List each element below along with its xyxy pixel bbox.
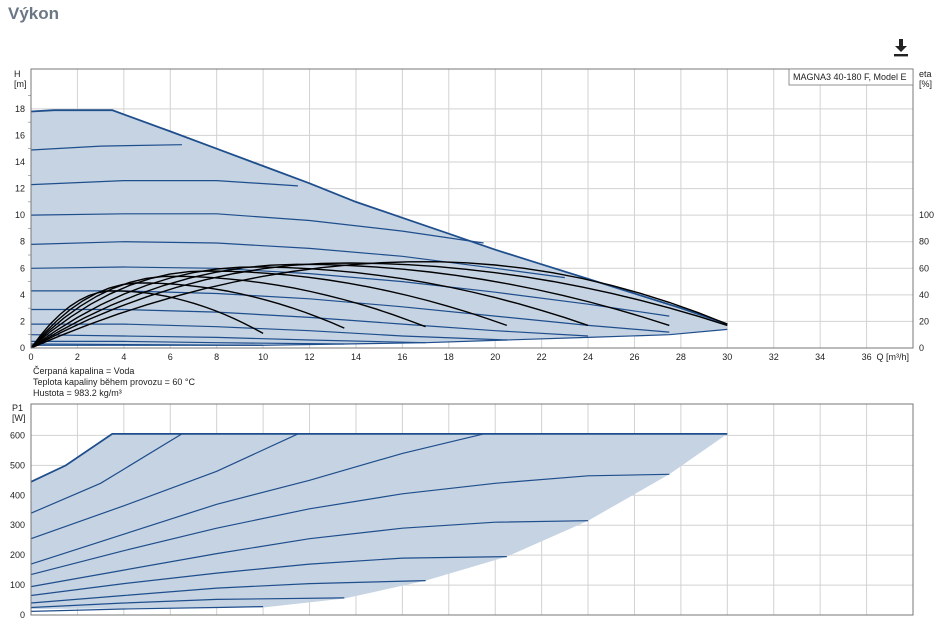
x-tick-label: 10 — [258, 352, 268, 362]
x-tick-label: 30 — [722, 352, 732, 362]
x-tick-label: 6 — [168, 352, 173, 362]
y-tick-label: 18 — [15, 104, 25, 114]
y2-tick-label: 0 — [919, 343, 924, 353]
max-head-curve — [30, 109, 728, 325]
y-axis-unit: [W] — [12, 413, 26, 423]
x-tick-label: 18 — [444, 352, 454, 362]
power-curve — [30, 520, 589, 588]
x-axis-label: Q [m³/h] — [876, 352, 909, 362]
power-area — [31, 433, 728, 609]
fluid-info-density: Hustota = 983.2 kg/m³ — [33, 388, 122, 398]
x-tick-label: 20 — [490, 352, 500, 362]
y2-axis-unit: [%] — [919, 79, 932, 89]
efficiency-curve — [30, 290, 264, 349]
x-tick-label: 36 — [862, 352, 872, 362]
y2-axis-label: eta — [919, 69, 932, 79]
y2-tick-label: 60 — [919, 263, 929, 273]
power-curve — [30, 433, 484, 565]
head-curve — [31, 323, 507, 341]
efficiency-curve — [30, 260, 728, 349]
download-icon — [894, 39, 908, 57]
x-tick-label: 0 — [28, 352, 33, 362]
head-curve — [31, 308, 589, 337]
power-chart: 0 100 200 300 400 500 600 P1[W] — [10, 403, 914, 620]
fluid-info-temperature: Teplota kapaliny během provozu = 60 °C — [33, 377, 195, 387]
y-tick-label: 0 — [20, 343, 25, 353]
y-tick-label: 10 — [15, 210, 25, 220]
x-tick-label: 16 — [397, 352, 407, 362]
head-curve — [30, 266, 670, 317]
efficiency-curve — [30, 282, 345, 349]
download-button[interactable] — [892, 38, 910, 58]
power-curve — [30, 580, 426, 604]
y-axis-label: H — [14, 69, 21, 79]
y2-tick-label: 40 — [919, 290, 929, 300]
x-tick-label: 28 — [676, 352, 686, 362]
x-tick-label: 14 — [351, 352, 361, 362]
y-tick-label: 600 — [10, 430, 25, 440]
min-head-curve — [30, 328, 728, 346]
y-tick-label: 300 — [10, 520, 25, 530]
operating-area — [31, 110, 728, 346]
y2-tick-label: 20 — [919, 316, 929, 326]
power-curve — [30, 606, 264, 612]
y-axis-unit: [m] — [14, 79, 27, 89]
head-efficiency-chart: 0 2 4 6 8 10 12 14 16 18 20 22 24 26 28 30 32 34 360246810… — [14, 68, 934, 362]
efficiency-curve — [30, 270, 508, 349]
x-tick-label: 34 — [815, 352, 825, 362]
y-axis-label: P1 — [12, 403, 23, 413]
efficiency-curve — [30, 275, 426, 349]
x-tick-label: 32 — [769, 352, 779, 362]
y-tick-label: 12 — [15, 184, 25, 194]
x-tick-label: 26 — [629, 352, 639, 362]
model-label-box — [788, 68, 914, 86]
power-curve — [30, 433, 183, 514]
fluid-info-medium: Čerpaná kapalina = Voda — [33, 366, 134, 376]
x-tick-label: 2 — [75, 352, 80, 362]
y2-tick-label: 100 — [919, 210, 934, 220]
y-tick-label: 200 — [10, 550, 25, 560]
y-tick-label: 2 — [20, 316, 25, 326]
model-label: MAGNA3 40-180 F, Model E — [793, 72, 907, 82]
head-curve — [30, 334, 426, 344]
y2-tick-label: 80 — [919, 237, 929, 247]
plot-frame — [30, 68, 914, 349]
x-tick-label: 4 — [121, 352, 126, 362]
y-tick-label: 0 — [20, 610, 25, 620]
head-curve — [30, 241, 565, 279]
y-tick-label: 4 — [20, 290, 25, 300]
x-tick-label: 22 — [537, 352, 547, 362]
power-curve — [30, 556, 507, 597]
y-tick-label: 16 — [15, 130, 25, 140]
max-power-curve — [30, 433, 728, 483]
y-tick-label: 500 — [10, 460, 25, 470]
page-title: Výkon — [8, 4, 60, 23]
head-curve — [31, 340, 345, 345]
head-curve — [30, 144, 182, 151]
y-tick-label: 8 — [20, 237, 25, 247]
power-curve — [30, 433, 299, 540]
head-curve — [30, 213, 484, 244]
x-tick-label: 8 — [214, 352, 219, 362]
plot-frame — [30, 403, 914, 616]
fluid-info: Čerpaná kapalina = Voda Teplota kapaliny… — [33, 366, 195, 398]
power-curve — [30, 597, 345, 609]
y-tick-label: 6 — [20, 263, 25, 273]
y-tick-label: 14 — [15, 157, 25, 167]
power-curve — [30, 473, 670, 576]
y-tick-label: 100 — [10, 580, 25, 590]
y-tick-label: 400 — [10, 490, 25, 500]
head-curve — [30, 180, 298, 187]
x-tick-label: 24 — [583, 352, 593, 362]
x-tick-label: 12 — [305, 352, 315, 362]
